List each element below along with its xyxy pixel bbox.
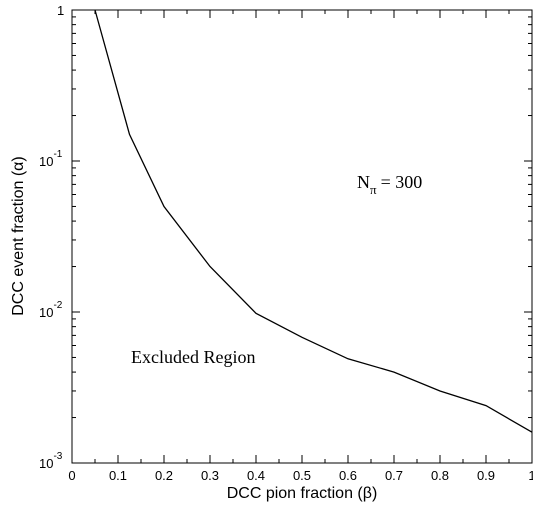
y-axis-label: DCC event fraction (α) xyxy=(10,156,27,316)
pi-subscript: π xyxy=(370,182,377,197)
y-tick-label: 1 xyxy=(57,3,64,18)
n-pi-annotation: Nπ = 300 xyxy=(357,172,422,197)
x-tick-label: 0.1 xyxy=(109,468,127,483)
n-symbol: N xyxy=(357,172,370,192)
x-tick-label: 0.5 xyxy=(293,468,311,483)
tick-marks xyxy=(71,9,533,464)
excluded-region-label: Excluded Region xyxy=(131,347,255,367)
x-tick-label: 0.2 xyxy=(155,468,173,483)
x-tick-label: 0.8 xyxy=(431,468,449,483)
plot-frame xyxy=(71,9,533,464)
y-tick-exponent: -3 xyxy=(53,451,62,462)
y-tick-base: 10 xyxy=(39,154,53,169)
x-tick-label: 0.3 xyxy=(201,468,219,483)
x-tick-label: 0 xyxy=(68,468,75,483)
x-tick-label: 1 xyxy=(528,468,533,483)
exclusion-curve-line xyxy=(94,9,533,433)
y-tick-label: 10-2 xyxy=(39,300,63,320)
y-tick-label: 10-3 xyxy=(39,451,63,471)
x-axis-label: DCC pion fraction (β) xyxy=(227,485,378,502)
n-value: = 300 xyxy=(381,172,423,192)
y-tick-label: 10-1 xyxy=(39,149,63,169)
x-tick-label: 0.6 xyxy=(339,468,357,483)
x-tick-label: 0.7 xyxy=(385,468,403,483)
y-tick-labels: 110-110-210-3 xyxy=(39,3,64,471)
y-tick-exponent: -2 xyxy=(53,300,62,311)
y-tick-base: 10 xyxy=(39,305,53,320)
x-tick-labels: 0 0.1 0.2 0.3 0.4 0.5 0.6 0.7 0.8 0.9 1 xyxy=(68,468,533,483)
x-tick-label: 0.4 xyxy=(247,468,265,483)
y-tick-exponent: -1 xyxy=(53,149,62,160)
x-tick-label: 0.9 xyxy=(477,468,495,483)
y-tick-base: 10 xyxy=(39,456,53,471)
